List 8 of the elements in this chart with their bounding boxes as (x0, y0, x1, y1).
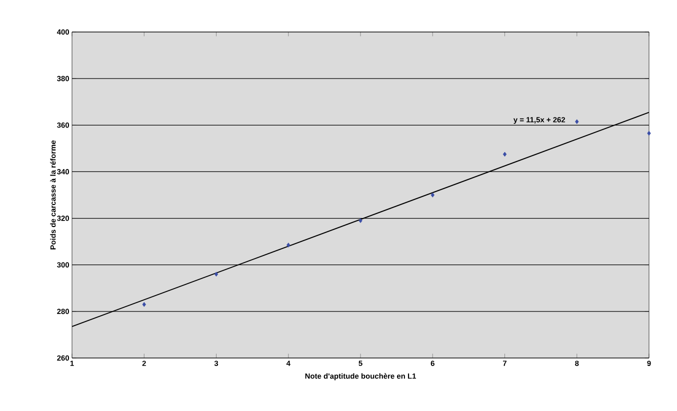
point (502, 152, 507, 157)
point (286, 242, 290, 248)
point (142, 302, 146, 307)
point (214, 272, 218, 277)
point (358, 218, 362, 224)
point (575, 119, 579, 124)
point (647, 130, 651, 136)
point (430, 192, 434, 198)
